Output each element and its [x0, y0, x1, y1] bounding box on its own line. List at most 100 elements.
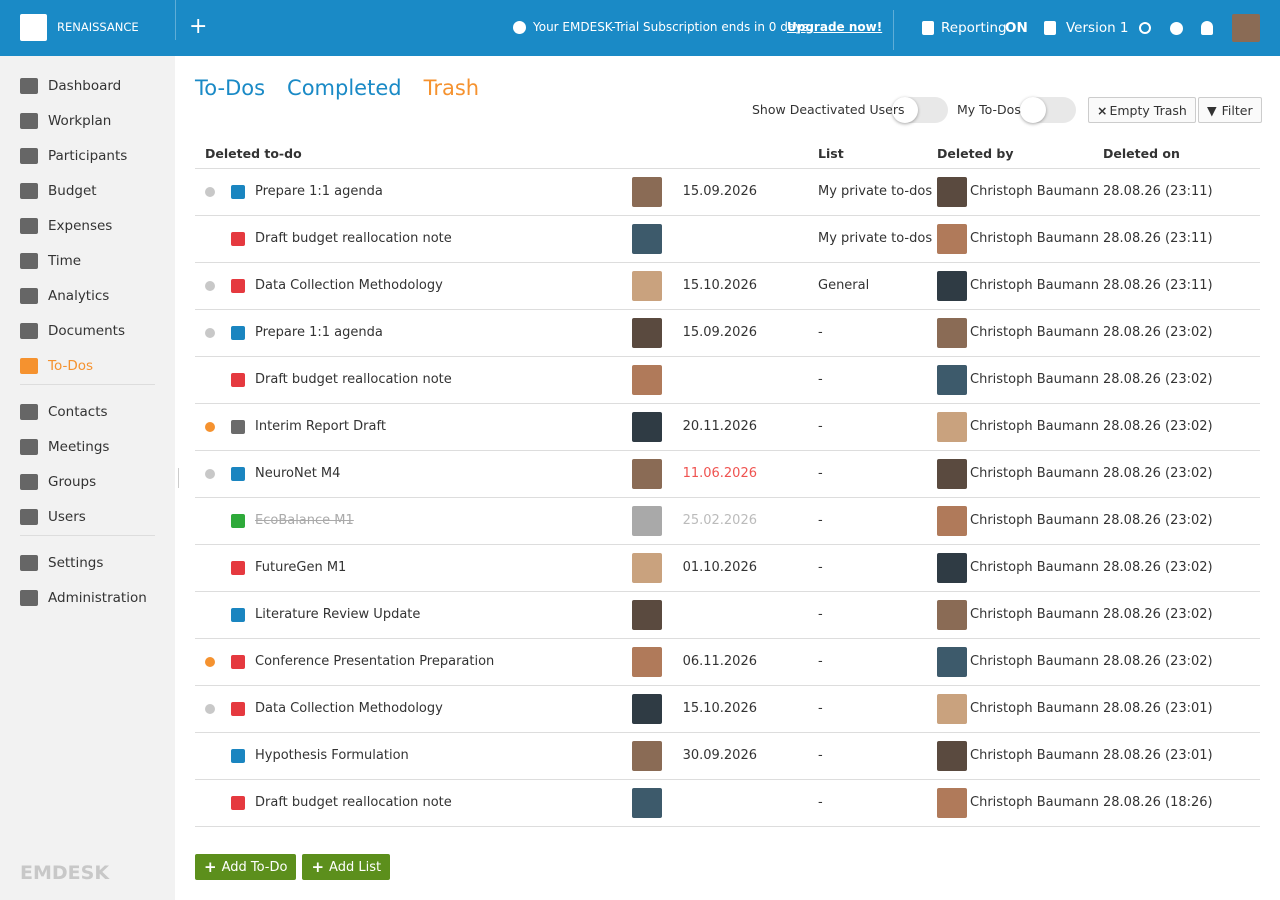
- upgrade-link[interactable]: Upgrade now!: [787, 20, 883, 34]
- nav-label: Settings: [48, 555, 104, 571]
- todo-title[interactable]: FutureGen M1: [255, 560, 347, 575]
- todo-row[interactable]: Conference Presentation Preparation 06.11…: [195, 639, 1260, 686]
- nav-label: Dashboard: [48, 78, 122, 94]
- todo-title[interactable]: NeuroNet M4: [255, 466, 341, 481]
- empty-trash-label: Empty Trash: [1109, 102, 1187, 118]
- nav-item[interactable]: Users: [20, 507, 86, 527]
- deactivated-toggle[interactable]: [892, 97, 948, 123]
- todo-title[interactable]: Interim Report Draft: [255, 419, 386, 434]
- button-label: Add List: [329, 859, 382, 875]
- todo-title[interactable]: Draft budget reallocation note: [255, 795, 452, 810]
- todo-title[interactable]: Prepare 1:1 agenda: [255, 184, 383, 199]
- nav-item[interactable]: To-Dos: [20, 356, 93, 376]
- todo-row[interactable]: Interim Report Draft 20.11.2026 - Christoph…: [195, 404, 1260, 451]
- nav-item[interactable]: Settings: [20, 553, 103, 573]
- help-icon[interactable]: [1170, 22, 1183, 35]
- todo-title[interactable]: Draft budget reallocation note: [255, 231, 452, 246]
- nav-item[interactable]: Workplan: [20, 111, 111, 131]
- assignee-avatar: [632, 788, 662, 818]
- deleted-on: 28.08.26 (23:11): [1103, 184, 1213, 199]
- assignee-avatar: [632, 553, 662, 583]
- nav-icon: [20, 288, 38, 304]
- resize-handle[interactable]: [178, 468, 179, 488]
- tab[interactable]: Completed: [287, 76, 402, 100]
- nav-item[interactable]: Participants: [20, 146, 127, 166]
- todo-row[interactable]: EcoBalance M1 25.02.2026 - Christoph Bauman…: [195, 498, 1260, 545]
- assignee-avatar: [632, 647, 662, 677]
- add-button[interactable]: +: [189, 14, 208, 39]
- nav-item[interactable]: Analytics: [20, 286, 109, 306]
- status-dot: [205, 469, 215, 479]
- workspace-name[interactable]: RENAISSANCE: [57, 20, 139, 34]
- todo-title[interactable]: Hypothesis Formulation: [255, 748, 409, 763]
- nav-icon: [20, 183, 38, 199]
- deleter-avatar: [937, 459, 967, 489]
- version-label[interactable]: Version 1: [1066, 20, 1129, 36]
- deleted-by: Christoph Baumann: [970, 372, 1099, 387]
- tab[interactable]: Trash: [423, 76, 480, 100]
- list-color: [231, 702, 245, 716]
- column-header[interactable]: Deleted on: [1103, 146, 1180, 161]
- list-color: [231, 514, 245, 528]
- logo[interactable]: [20, 14, 47, 41]
- divider: [175, 0, 176, 40]
- nav-label: Users: [48, 509, 86, 525]
- status-dot: [205, 704, 215, 714]
- deleted-on: 28.08.26 (23:11): [1103, 231, 1213, 246]
- add-button[interactable]: + Add To-Do: [195, 854, 297, 880]
- nav-separator: [20, 535, 155, 536]
- my-todos-toggle[interactable]: [1020, 97, 1076, 123]
- reporting-state[interactable]: ON: [1005, 20, 1028, 36]
- todo-title[interactable]: Conference Presentation Preparation: [255, 654, 495, 669]
- deleted-by: Christoph Baumann: [970, 654, 1099, 669]
- assignee-avatar: [632, 741, 662, 771]
- list-color: [231, 326, 245, 340]
- deleted-on: 28.08.26 (23:02): [1103, 654, 1213, 669]
- todo-row[interactable]: NeuroNet M4 11.06.2026 - Christoph Baumann 2…: [195, 451, 1260, 498]
- report-icon: [922, 21, 934, 35]
- list-color: [231, 655, 245, 669]
- nav-item[interactable]: Administration: [20, 588, 147, 608]
- todo-row[interactable]: Prepare 1:1 agenda 15.09.2026 - Christoph B…: [195, 310, 1260, 357]
- status-dot: [205, 328, 215, 338]
- history-icon[interactable]: [1139, 22, 1151, 34]
- todo-row[interactable]: Draft budget reallocation note - Christoph…: [195, 780, 1260, 827]
- reporting-label[interactable]: Reporting: [941, 20, 1007, 36]
- todo-title[interactable]: Draft budget reallocation note: [255, 372, 452, 387]
- todo-row[interactable]: Draft budget reallocation note - Christoph…: [195, 357, 1260, 404]
- todo-row[interactable]: Literature Review Update - Christoph Bauma…: [195, 592, 1260, 639]
- todo-title[interactable]: Data Collection Methodology: [255, 701, 443, 716]
- list-name: -: [818, 325, 823, 340]
- deleter-avatar: [937, 553, 967, 583]
- nav-item[interactable]: Meetings: [20, 437, 109, 457]
- filter-label: Filter: [1221, 102, 1253, 118]
- nav-item[interactable]: Time: [20, 251, 81, 271]
- todo-row[interactable]: Data Collection Methodology 15.10.2026 - Ch…: [195, 686, 1260, 733]
- column-header[interactable]: Deleted to-do: [205, 146, 302, 161]
- todo-title[interactable]: EcoBalance M1: [255, 513, 354, 528]
- nav-item[interactable]: Groups: [20, 472, 96, 492]
- user-avatar[interactable]: [1232, 14, 1260, 42]
- todo-title[interactable]: Data Collection Methodology: [255, 278, 443, 293]
- nav-item[interactable]: Contacts: [20, 402, 108, 422]
- todo-title[interactable]: Prepare 1:1 agenda: [255, 325, 383, 340]
- todo-title[interactable]: Literature Review Update: [255, 607, 421, 622]
- filter-button[interactable]: ▼ Filter: [1198, 97, 1262, 123]
- due-date: 25.02.2026: [682, 513, 757, 528]
- todo-row[interactable]: Hypothesis Formulation 30.09.2026 - Christo…: [195, 733, 1260, 780]
- due-date: 30.09.2026: [682, 748, 757, 763]
- nav-label: Administration: [48, 590, 147, 606]
- todo-row[interactable]: Data Collection Methodology 15.10.2026 Gen…: [195, 263, 1260, 310]
- nav-item[interactable]: Expenses: [20, 216, 112, 236]
- nav-item[interactable]: Budget: [20, 181, 97, 201]
- notifications-icon[interactable]: [1201, 21, 1213, 35]
- add-button[interactable]: + Add List: [302, 854, 391, 880]
- nav-item[interactable]: Documents: [20, 321, 125, 341]
- deleter-avatar: [937, 177, 967, 207]
- tab[interactable]: To-Dos: [195, 76, 266, 100]
- todo-row[interactable]: Prepare 1:1 agenda 15.09.2026 My private t…: [195, 169, 1260, 216]
- empty-trash-button[interactable]: × Empty Trash: [1088, 97, 1196, 123]
- nav-item[interactable]: Dashboard: [20, 76, 121, 96]
- todo-row[interactable]: FutureGen M1 01.10.2026 - Christoph Baumann…: [195, 545, 1260, 592]
- todo-row[interactable]: Draft budget reallocation note My private…: [195, 216, 1260, 263]
